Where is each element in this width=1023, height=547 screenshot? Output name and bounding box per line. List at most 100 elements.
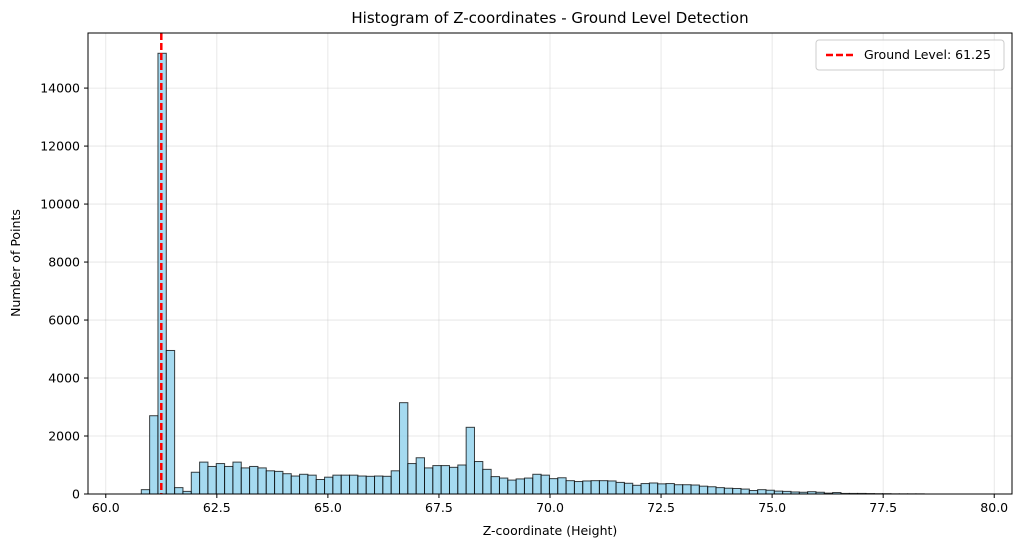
histogram-bar	[432, 465, 442, 495]
y-tick-label: 4000	[48, 371, 80, 386]
histogram-bar	[715, 487, 725, 495]
histogram-bar	[740, 488, 750, 495]
histogram-bar	[215, 463, 226, 495]
histogram-bar	[748, 490, 759, 495]
histogram-bar	[374, 475, 384, 495]
histogram-bar	[232, 461, 242, 495]
histogram-bar	[698, 485, 709, 495]
histogram-bar	[399, 402, 409, 495]
histogram-bar	[282, 473, 292, 495]
histogram-bar	[523, 477, 534, 495]
histogram-bar	[382, 475, 392, 495]
legend-box	[815, 39, 1005, 71]
histogram-bar	[465, 426, 475, 495]
histogram-bar	[307, 474, 317, 495]
histogram-bar	[265, 470, 276, 495]
histogram-bar	[365, 475, 376, 495]
histogram-bar	[440, 465, 450, 495]
x-tick-label: 75.0	[758, 500, 786, 515]
y-axis-ticks: 0 2000 4000 6000 8000 10000 12000 14000	[40, 81, 88, 502]
histogram-bar	[657, 483, 667, 495]
histogram-bar	[498, 477, 509, 495]
histogram-bar	[165, 349, 176, 495]
histogram-bar	[507, 479, 517, 495]
histogram-bar	[757, 489, 767, 495]
histogram-bar	[732, 487, 742, 495]
histogram-bar	[532, 473, 542, 495]
y-tick-label: 12000	[40, 139, 80, 154]
x-tick-label: 67.5	[425, 500, 453, 515]
y-axis-label: Number of Points	[8, 209, 23, 317]
histogram-bar	[224, 465, 234, 495]
histogram-bar	[640, 483, 650, 495]
histogram-bar	[665, 483, 675, 495]
y-tick-label: 2000	[48, 429, 80, 444]
histogram-bar	[598, 480, 609, 495]
histogram-bar	[673, 484, 684, 495]
histogram-bar	[240, 467, 251, 495]
histogram-bar	[448, 466, 459, 495]
histogram-bar	[490, 476, 500, 495]
y-tick-label: 6000	[48, 313, 80, 328]
histogram-bar	[473, 461, 484, 495]
histogram-bar	[324, 476, 334, 495]
y-tick-label: 14000	[40, 81, 80, 96]
histogram-bar	[340, 474, 351, 495]
histogram-bar	[174, 487, 184, 495]
histogram-bar	[723, 487, 734, 495]
histogram-bar	[623, 482, 634, 495]
histogram-bar	[332, 474, 342, 495]
histogram-bar	[149, 415, 159, 495]
histogram-bar	[540, 474, 550, 495]
legend-label: Ground Level: 61.25	[864, 47, 991, 62]
histogram-bar	[390, 470, 401, 495]
histogram-bar	[615, 481, 625, 495]
histogram-bar	[249, 465, 259, 495]
histogram-bar	[357, 475, 367, 495]
histogram-bar	[315, 479, 326, 495]
histogram-bar	[573, 481, 584, 495]
chart-title: Histogram of Z-coordinates - Ground Leve…	[351, 9, 748, 27]
histogram-bar	[407, 463, 417, 495]
histogram-bar	[632, 484, 642, 495]
x-tick-label: 72.5	[647, 500, 675, 515]
histogram-bar	[140, 489, 151, 495]
x-tick-label: 62.5	[203, 500, 231, 515]
y-tick-label: 8000	[48, 255, 80, 270]
histogram-bar	[557, 477, 567, 495]
histogram-bar	[415, 457, 426, 495]
x-tick-label: 65.0	[314, 500, 342, 515]
plot-area	[88, 33, 1012, 494]
histogram-bar	[299, 473, 309, 495]
histogram-bar	[765, 489, 775, 495]
x-tick-label: 80.0	[980, 500, 1008, 515]
histogram-bar	[648, 482, 659, 495]
histogram-bar	[482, 468, 492, 495]
legend: Ground Level: 61.25	[815, 39, 1005, 71]
histogram-bar	[457, 464, 467, 495]
histogram-bar	[207, 465, 217, 495]
histogram-bar	[190, 471, 201, 495]
histogram-bar	[582, 480, 592, 495]
histogram-bar	[565, 480, 575, 495]
x-tick-label: 70.0	[536, 500, 564, 515]
y-tick-label: 0	[72, 487, 80, 502]
histogram-bar	[548, 478, 559, 495]
x-tick-label: 77.5	[869, 500, 897, 515]
histogram-bar	[690, 484, 700, 495]
y-tick-label: 10000	[40, 197, 80, 212]
histogram-bar	[515, 478, 525, 495]
histogram-bar	[349, 474, 359, 495]
x-axis-label: Z-coordinate (Height)	[483, 523, 618, 538]
histogram-bar	[682, 484, 692, 495]
x-tick-label: 60.0	[92, 500, 120, 515]
histogram-bar	[424, 467, 434, 495]
histogram-bar	[274, 470, 284, 495]
x-axis-ticks: 60.0 62.5 65.0 67.5 70.0 72.5 75.0 77.5 80.0	[92, 494, 1008, 515]
histogram-bar	[290, 475, 301, 495]
histogram-bar	[199, 461, 209, 495]
histogram-bar	[590, 480, 600, 495]
histogram-bar	[607, 480, 617, 495]
histogram-bar	[707, 486, 717, 495]
